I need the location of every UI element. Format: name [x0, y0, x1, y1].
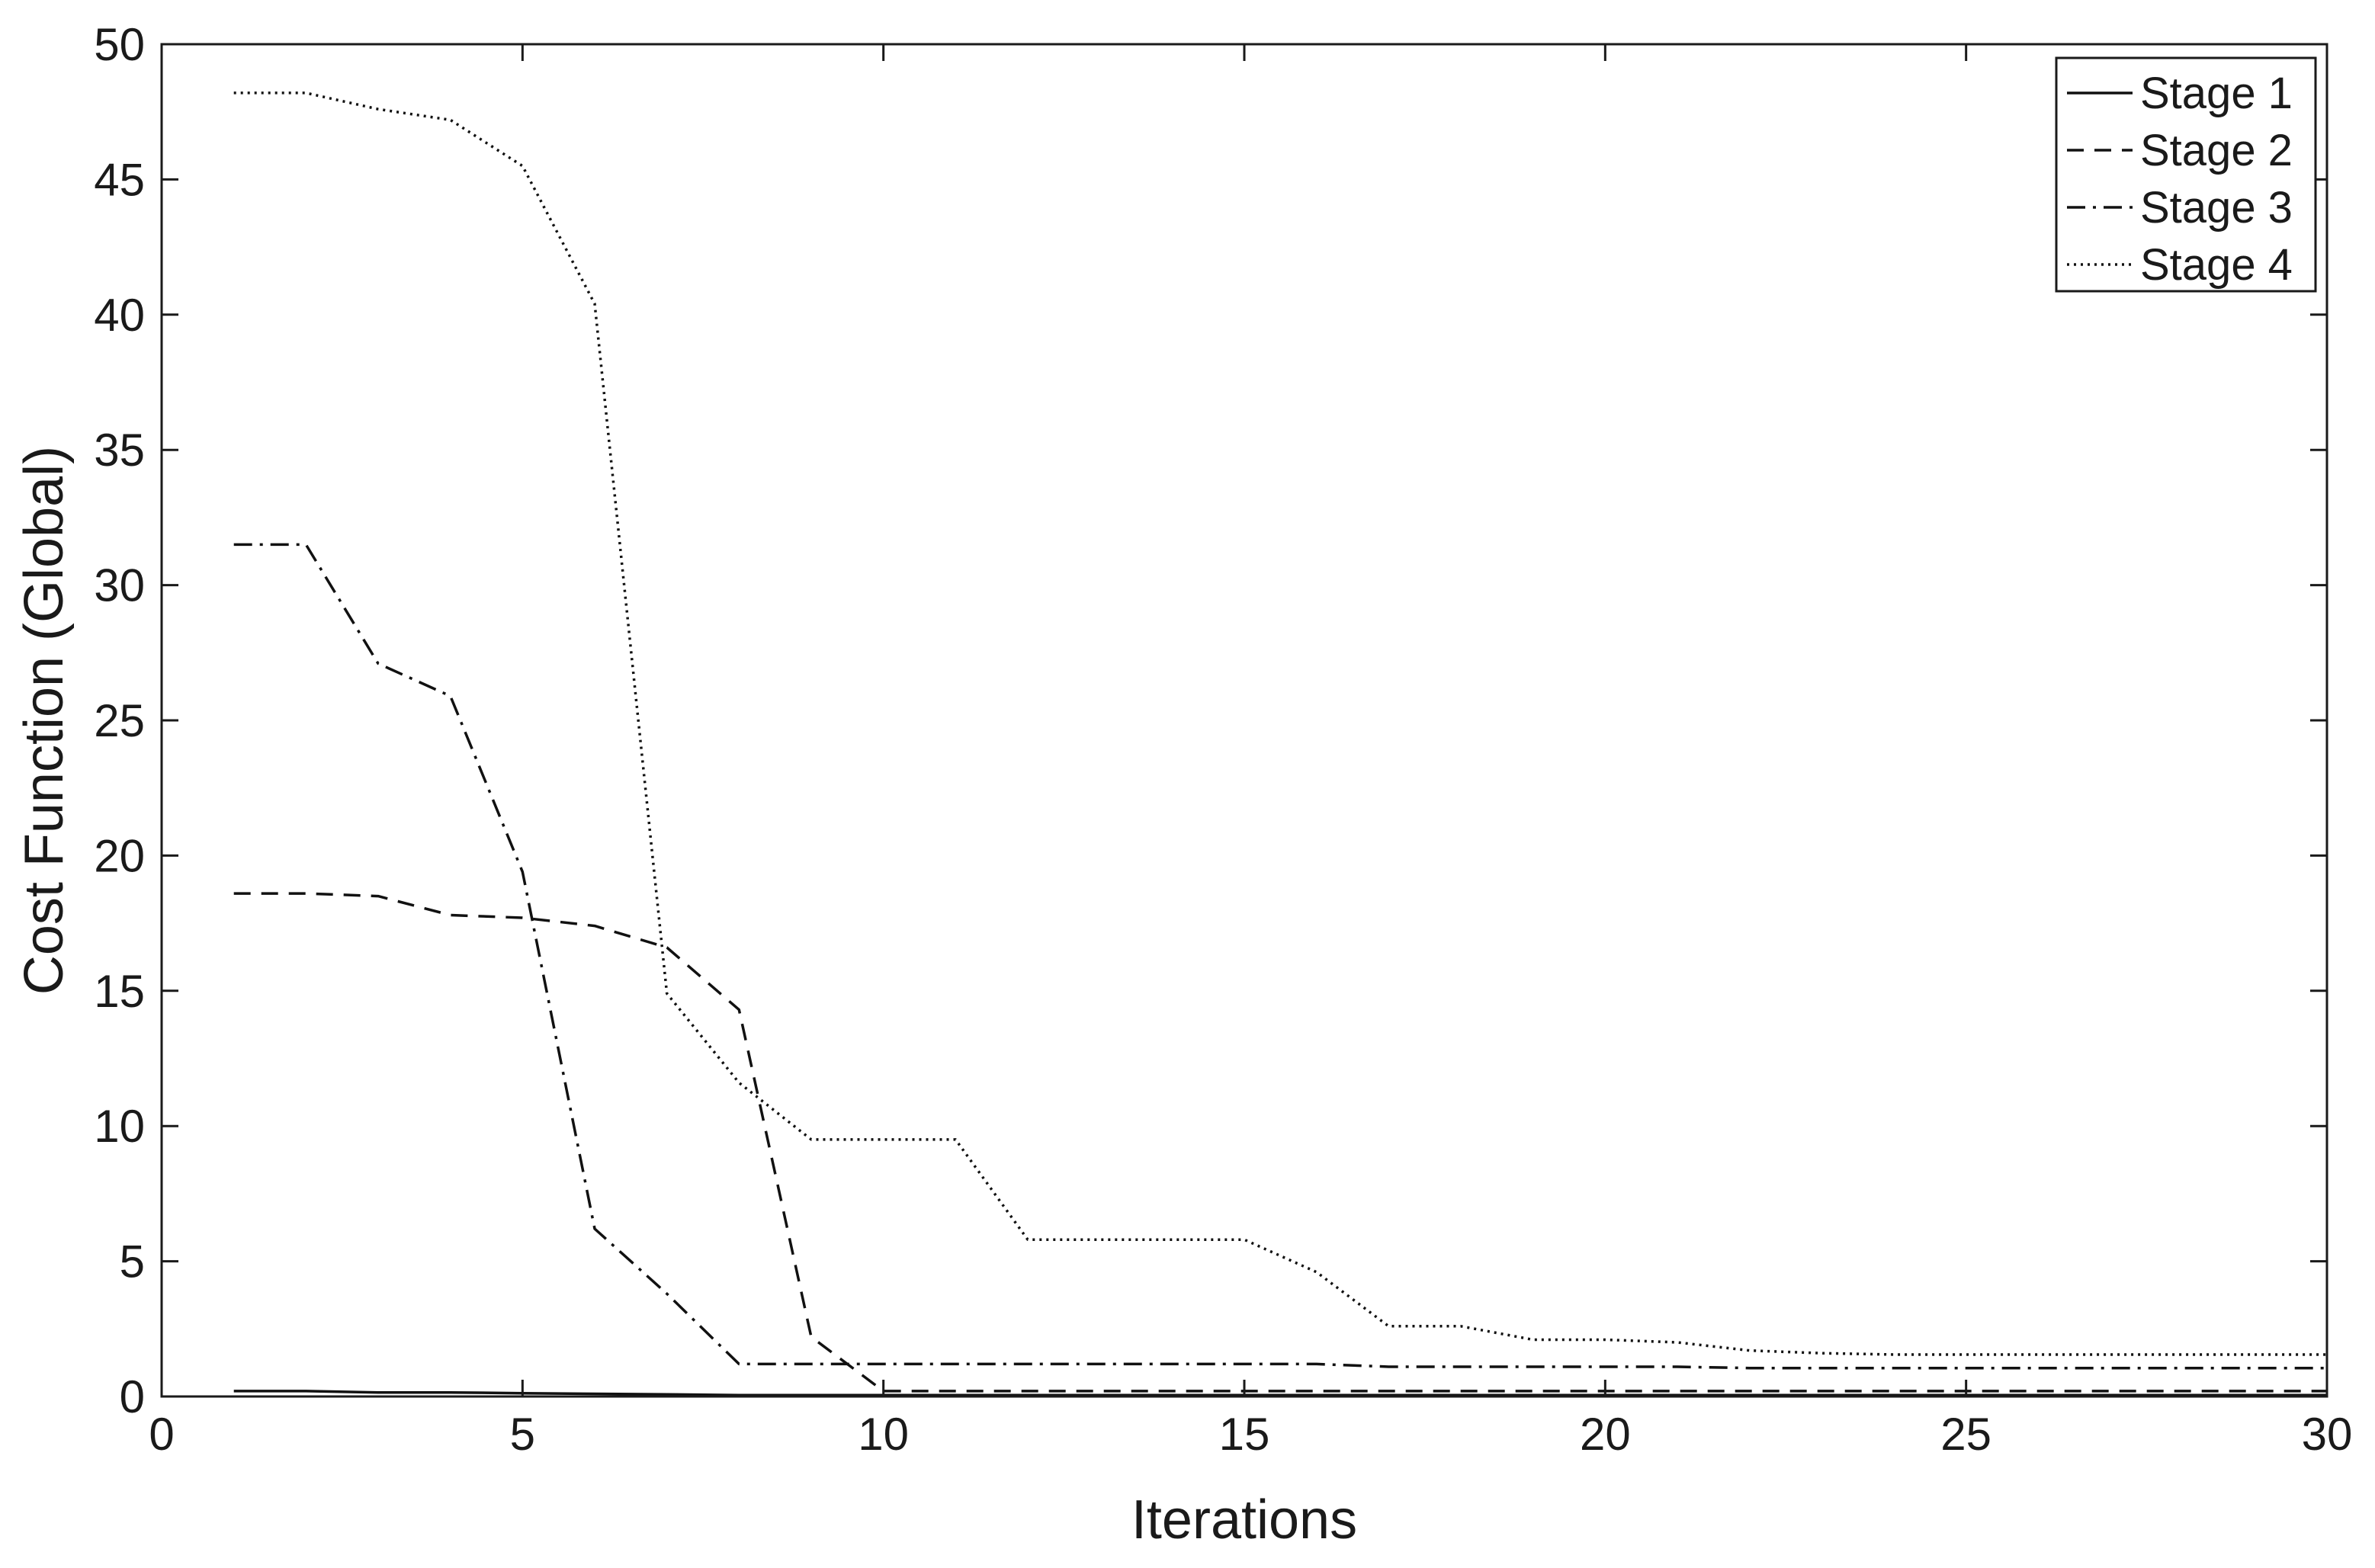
legend: Stage 1 Stage 2 Stage 3 Stage 4: [2055, 56, 2317, 293]
y-axis-title: Cost Function (Global): [14, 446, 75, 995]
legend-label-stage-1: Stage 1: [2140, 69, 2293, 118]
y-tick-label-40: 40: [94, 290, 145, 341]
x-axis-title: Iterations: [1131, 1489, 1357, 1550]
x-tick-label-25: 25: [1940, 1409, 1991, 1460]
series-line-stage-4: [233, 91, 2327, 1356]
x-tick-label-10: 10: [858, 1409, 909, 1460]
y-tick-label-50: 50: [94, 19, 145, 70]
legend-label-stage-3: Stage 3: [2140, 183, 2293, 232]
axis-tick-labels: 0 5 10 15 20 25 30 0 5 10 15 20 25 30 35 40 45 50: [94, 19, 2352, 1460]
y-tick-label-45: 45: [94, 154, 145, 205]
y-tick-label-35: 35: [94, 425, 145, 476]
x-tick-label-20: 20: [1580, 1409, 1631, 1460]
y-tick-label-0: 0: [120, 1371, 145, 1422]
plot-lines: [233, 91, 2327, 1396]
y-tick-label-30: 30: [94, 560, 145, 611]
legend-label-stage-2: Stage 2: [2140, 126, 2293, 175]
x-tick-label-15: 15: [1219, 1409, 1270, 1460]
y-tick-label-25: 25: [94, 695, 145, 746]
y-tick-label-20: 20: [94, 830, 145, 881]
x-tick-label-30: 30: [2302, 1409, 2353, 1460]
y-tick-label-5: 5: [120, 1236, 145, 1287]
series-line-stage-2: [233, 892, 2327, 1393]
x-tick-label-0: 0: [149, 1409, 174, 1460]
x-tick-label-5: 5: [510, 1409, 535, 1460]
legend-label-stage-4: Stage 4: [2140, 240, 2293, 290]
y-tick-label-10: 10: [94, 1101, 145, 1152]
legend-box: [2055, 56, 2317, 293]
series-line-stage-1: [233, 1390, 2327, 1396]
series-line-stage-3: [233, 543, 2327, 1370]
y-tick-label-15: 15: [94, 966, 145, 1017]
